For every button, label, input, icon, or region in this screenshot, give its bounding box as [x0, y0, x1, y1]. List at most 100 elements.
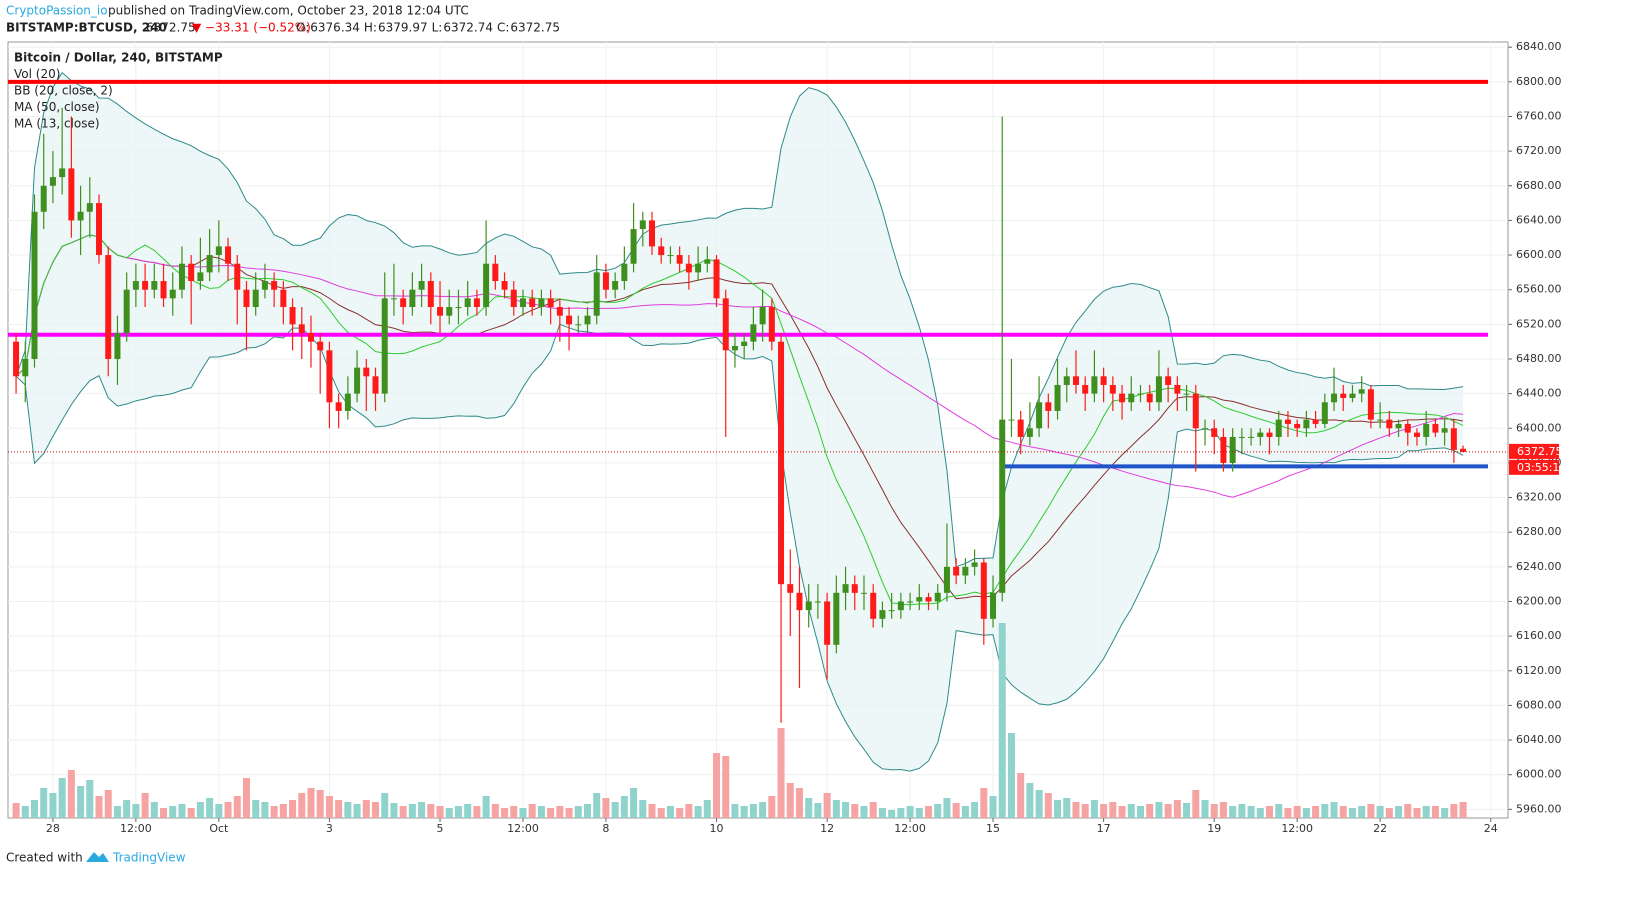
last-price-label: 6372.75	[1517, 445, 1563, 458]
candle-body	[962, 566, 969, 576]
author[interactable]: CryptoPassion_io	[6, 4, 108, 18]
candle-body	[473, 298, 480, 308]
volume-bar	[537, 806, 545, 818]
y-tick-label: 6320.00	[1516, 491, 1562, 504]
volume-bar	[620, 796, 628, 818]
candle-body	[1229, 436, 1236, 463]
y-tick-label: 6440.00	[1516, 387, 1562, 400]
volume-bar	[759, 802, 767, 818]
volume-bar	[1348, 808, 1356, 818]
volume-bar	[860, 806, 868, 818]
volume-bar	[1007, 733, 1015, 818]
volume-bar	[196, 802, 204, 818]
candle-body	[1386, 419, 1393, 429]
volume-bar	[1302, 808, 1310, 818]
volume-bar	[12, 803, 20, 818]
bb-fill	[16, 72, 1464, 772]
candle-body	[529, 298, 536, 308]
candle-body	[547, 298, 554, 308]
candle-body	[814, 601, 821, 603]
volume-bar	[1118, 806, 1126, 818]
y-tick-label: 6760.00	[1516, 109, 1562, 122]
volume-bar	[206, 798, 214, 818]
candle-body	[879, 610, 886, 619]
volume-bar	[1229, 806, 1237, 818]
candle-body	[59, 168, 66, 178]
candle-body	[289, 307, 296, 325]
footer-brand[interactable]: TradingView	[112, 851, 186, 865]
axes: 5960.00 6000.00 6040.00 6080.00 6120.00 6160.…	[46, 40, 1566, 835]
x-tick-label: 12:00	[894, 822, 926, 835]
candle-body	[298, 324, 305, 333]
volume-bar	[1155, 802, 1163, 818]
y-tick-label: 6840.00	[1516, 40, 1562, 53]
volume-bar	[1422, 806, 1430, 818]
candle-body	[1413, 432, 1420, 437]
volume-bar	[869, 802, 877, 818]
volume-bar	[335, 800, 343, 818]
volume-bar	[547, 808, 555, 818]
candle-body	[215, 246, 222, 256]
legend-entry: Bitcoin / Dollar, 240, BITSTAMP	[14, 51, 223, 65]
volume-bar	[233, 796, 241, 818]
candle-body	[713, 259, 720, 299]
volume-bar	[897, 808, 905, 818]
candle-body	[427, 281, 434, 308]
candle-body	[151, 281, 158, 290]
volume-bar	[1081, 804, 1089, 818]
candle-body	[768, 307, 775, 342]
volume-bar	[77, 786, 85, 818]
volume-bar	[160, 808, 168, 818]
y-tick-label: 6240.00	[1516, 560, 1562, 573]
candle-body	[953, 566, 960, 576]
candle-body	[344, 393, 351, 411]
candle-body	[271, 281, 278, 290]
candle-body	[455, 307, 462, 309]
volume-bar	[1026, 783, 1034, 818]
volume-bar	[1201, 800, 1209, 818]
candle-body	[971, 562, 978, 567]
volume-bar	[998, 623, 1006, 818]
volume-bar	[252, 800, 260, 818]
volume-bar	[1210, 804, 1218, 818]
x-tick-label: 17	[1097, 822, 1111, 835]
volume-bar	[187, 808, 195, 818]
volume-bar	[657, 808, 665, 818]
volume-bar	[261, 802, 269, 818]
plot	[8, 71, 1508, 818]
published: published on TradingView.com, October 23…	[108, 4, 469, 18]
candle-body	[1054, 384, 1061, 411]
volume-bar	[178, 804, 186, 818]
volume-bar	[1164, 804, 1172, 818]
volume-bar	[1321, 804, 1329, 818]
candle-body	[519, 298, 526, 308]
candle-body	[621, 263, 628, 282]
candle-body	[1036, 402, 1043, 429]
volume-bar	[648, 804, 656, 818]
y-tick-label: 6080.00	[1516, 698, 1562, 711]
candle-body	[612, 281, 619, 290]
candle-body	[501, 281, 508, 290]
volume-bar	[1063, 798, 1071, 818]
volume-bar	[86, 780, 94, 818]
volume-bar	[749, 804, 757, 818]
volume-bar	[316, 790, 324, 818]
candle-body	[630, 229, 637, 264]
candle-body	[77, 211, 84, 221]
volume-bar	[1035, 790, 1043, 818]
candle-body	[1331, 393, 1338, 403]
candle-body	[722, 298, 729, 351]
volume-bar	[344, 802, 352, 818]
volume-bar	[473, 806, 481, 818]
volume-bar	[150, 802, 158, 818]
volume-bar	[1247, 806, 1255, 818]
volume-bar	[362, 800, 370, 818]
legend-entry: MA (50, close)	[14, 100, 100, 114]
volume-bar	[1275, 804, 1283, 818]
volume-bar	[1376, 806, 1384, 818]
candle-body	[1026, 428, 1033, 437]
candle-body	[381, 298, 388, 394]
candle-body	[510, 289, 517, 308]
volume-bar	[961, 806, 969, 818]
